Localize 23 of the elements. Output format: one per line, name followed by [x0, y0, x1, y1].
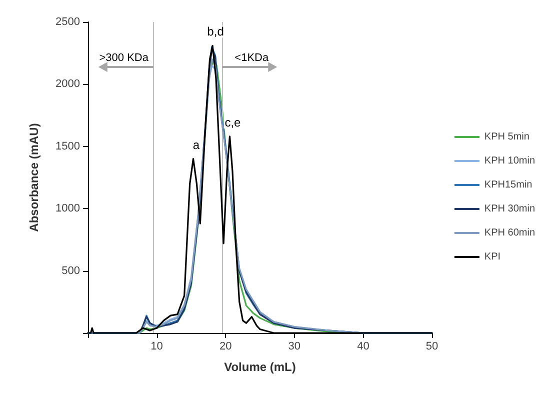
- x-tick-label: 50: [426, 340, 438, 352]
- legend-label: KPH 5min: [484, 132, 530, 142]
- y-axis-title: Absorbance (mAU): [27, 123, 41, 232]
- y-tick-label: 2500: [56, 16, 80, 28]
- x-tick-label: 30: [288, 340, 301, 352]
- x-tick-label: 20: [219, 340, 232, 352]
- x-tick-label: 40: [357, 340, 370, 352]
- x-tick-label: 10: [150, 340, 163, 352]
- legend-label: KPI: [484, 252, 501, 262]
- annotation: a: [192, 138, 200, 152]
- y-tick-label: 1500: [56, 140, 80, 152]
- x-axis-title: Volume (mL): [224, 360, 296, 374]
- legend-label: KPH 60min: [484, 228, 535, 238]
- annotation: c,e: [224, 115, 242, 130]
- ref-line-label: >300 KDa: [99, 52, 150, 64]
- ref-line-label: <1KDa: [234, 52, 270, 64]
- legend-label: KPH 30min: [484, 204, 535, 214]
- annotation: b,d: [207, 24, 224, 39]
- y-tick-label: 1000: [56, 202, 80, 215]
- legend-label: KPH15min: [484, 180, 532, 190]
- y-tick-label: 500: [62, 264, 80, 277]
- legend-label: KPH 10min: [484, 156, 535, 166]
- y-tick-label: 2000: [56, 78, 80, 90]
